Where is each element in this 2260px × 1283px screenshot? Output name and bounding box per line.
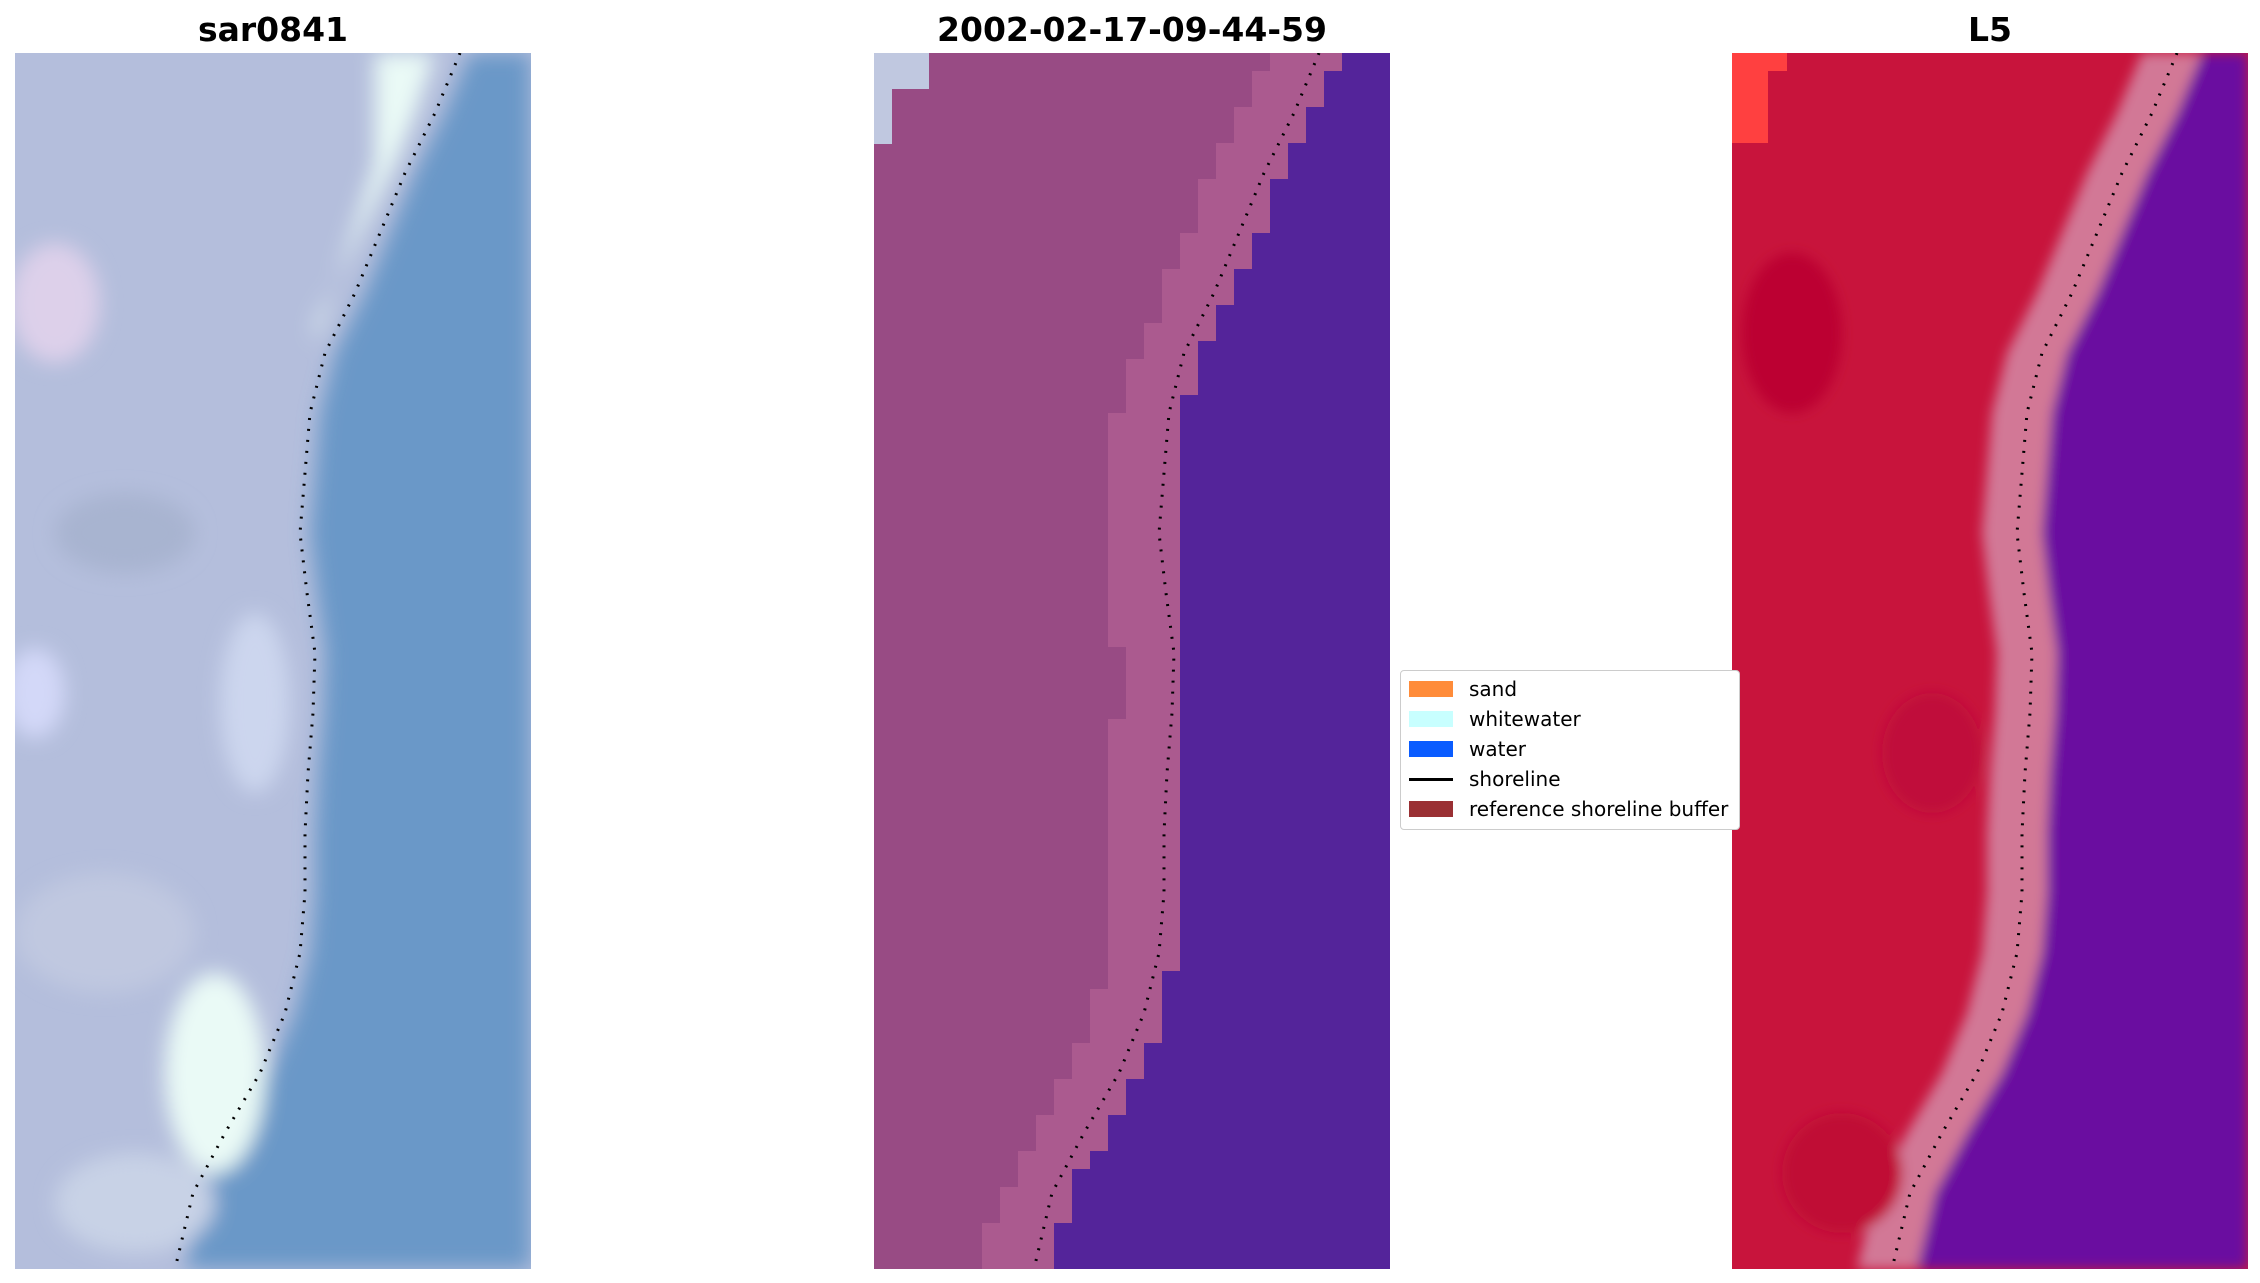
legend-swatch-whitewater <box>1409 711 1453 727</box>
legend-item-water: water <box>1409 736 1739 762</box>
legend-swatch-water <box>1409 741 1453 757</box>
classification-panel <box>874 53 1390 1269</box>
legend-item-shoreline: shoreline <box>1409 766 1739 792</box>
panel-title-rgb: sar0841 <box>197 10 349 49</box>
legend-label-sand: sand <box>1469 677 1518 701</box>
legend-item-reference-buffer: reference shoreline buffer <box>1409 796 1739 822</box>
legend-label-shoreline: shoreline <box>1469 767 1561 791</box>
legend-swatch-reference-buffer <box>1409 801 1453 817</box>
panel-title-classification: 2002-02-17-09-44-59 <box>937 10 1327 49</box>
rgb-image-panel <box>15 53 531 1269</box>
panel-title-nir: L5 <box>1968 10 2012 49</box>
nir-image <box>1732 53 2248 1269</box>
legend-item-whitewater: whitewater <box>1409 706 1739 732</box>
legend-item-sand: sand <box>1409 676 1739 702</box>
legend: sand whitewater water shoreline referenc… <box>1400 670 1740 830</box>
legend-label-reference-buffer: reference shoreline buffer <box>1469 797 1729 821</box>
legend-swatch-sand <box>1409 681 1453 697</box>
rgb-image <box>15 53 531 1269</box>
nir-panel <box>1732 53 2248 1269</box>
legend-line-shoreline <box>1409 778 1453 781</box>
legend-label-whitewater: whitewater <box>1469 707 1581 731</box>
classification-image <box>874 53 1390 1269</box>
legend-label-water: water <box>1469 737 1526 761</box>
